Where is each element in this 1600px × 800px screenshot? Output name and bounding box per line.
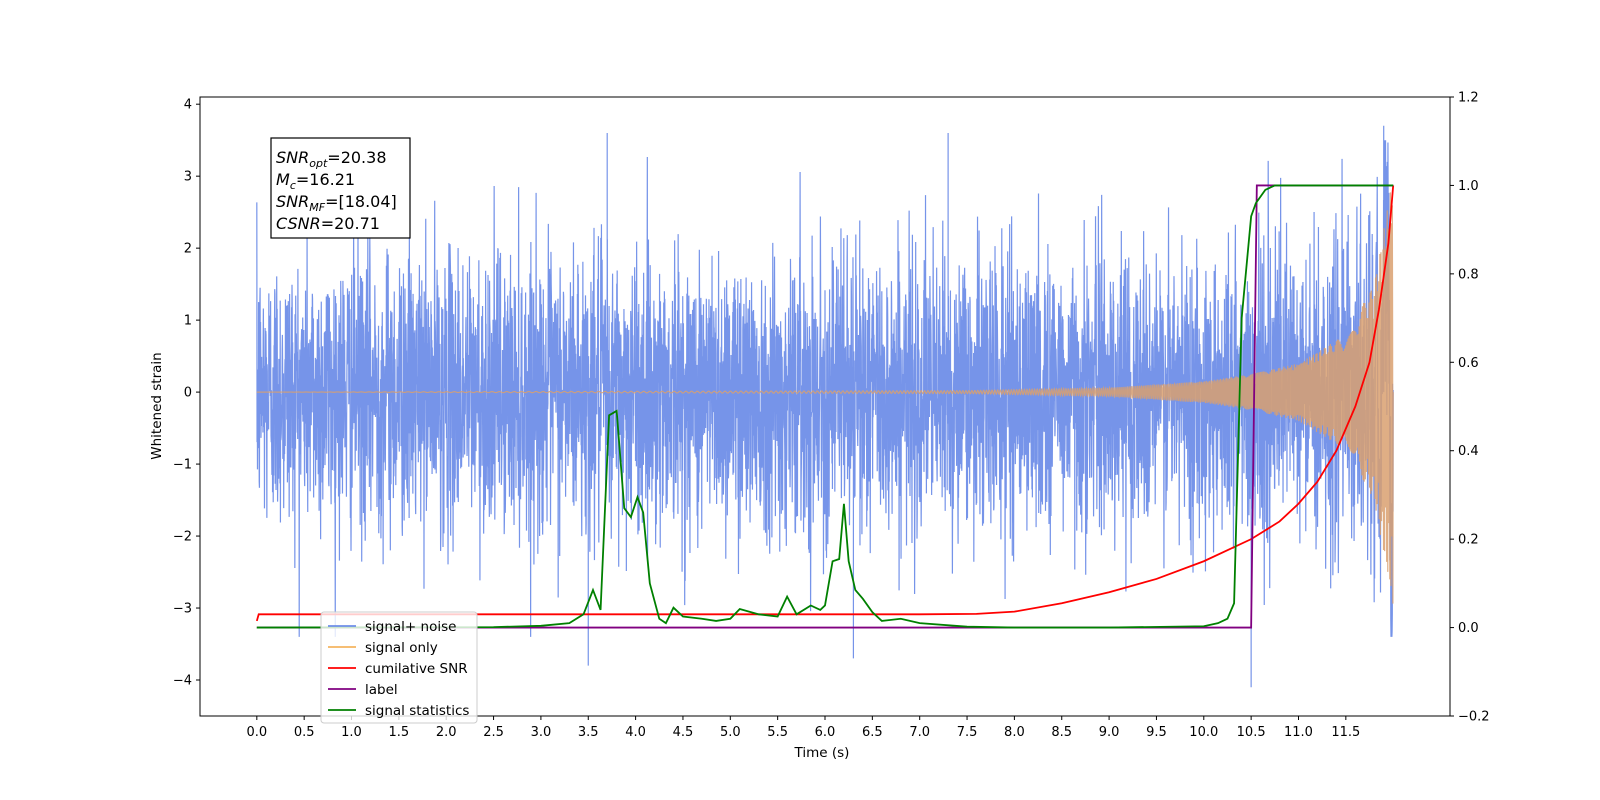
- legend-entry: cumilative SNR: [365, 661, 468, 677]
- y2-tick-label: 1.0: [1458, 179, 1479, 194]
- y-tick-label: 3: [184, 170, 192, 185]
- x-tick-label: 5.0: [720, 725, 741, 740]
- series-signal-only: [256, 192, 1394, 604]
- x-tick-label: 3.5: [578, 725, 599, 740]
- legend-entry: signal statistics: [365, 703, 469, 719]
- annotation-line: SNRMF=[18.04]: [276, 192, 397, 214]
- x-tick-label: 6.5: [862, 725, 883, 740]
- y-axis-label: Whitened strain: [149, 352, 165, 459]
- legend-frame: [320, 611, 478, 724]
- parameter-annotation-box: SNRopt=20.38Mc=16.21SNRMF=[18.04]CSNR=20…: [270, 137, 411, 239]
- y-tick-label: 0: [184, 386, 192, 401]
- y-tick-label: −2: [173, 530, 192, 545]
- y-axis-left: 4 3 2 1 0 −1 −2 −3 −4: [173, 98, 200, 689]
- annotation-frame: [270, 137, 411, 239]
- x-tick-label: 9.0: [1099, 725, 1120, 740]
- y-tick-label: 1: [184, 314, 192, 329]
- x-tick-label: 11.5: [1331, 725, 1360, 740]
- x-tick-label: 1.0: [341, 725, 362, 740]
- x-axis-label: Time (s): [794, 745, 850, 761]
- series-cumulative-snr: [255, 185, 1395, 622]
- legend-entry: label: [365, 682, 398, 698]
- y2-tick-label: 1.2: [1458, 91, 1479, 106]
- y2-tick-label: 0.4: [1458, 444, 1479, 459]
- y-tick-label: 2: [184, 242, 192, 257]
- y-axis-right: 1.2 1.0 0.8 0.6 0.4 0.2 0.0 −0.2: [1450, 91, 1490, 725]
- legend-entry: signal only: [365, 640, 438, 656]
- x-tick-label: 1.5: [389, 725, 410, 740]
- annotation-line: CSNR=20.71: [276, 214, 380, 233]
- y2-tick-label: −0.2: [1458, 710, 1490, 725]
- y2-tick-label: 0.2: [1458, 533, 1479, 548]
- x-tick-label: 10.5: [1237, 725, 1266, 740]
- x-tick-label: 7.5: [957, 725, 978, 740]
- x-tick-label: 4.5: [673, 725, 694, 740]
- y-tick-label: −3: [173, 602, 192, 617]
- x-tick-label: 2.5: [483, 725, 504, 740]
- series-signal-statistics: [256, 184, 1394, 629]
- x-tick-label: 11.0: [1284, 725, 1313, 740]
- x-tick-label: 7.0: [909, 725, 930, 740]
- y2-tick-label: 0.8: [1458, 267, 1479, 282]
- x-tick-label: 0.0: [246, 725, 267, 740]
- x-tick-label: 5.5: [767, 725, 788, 740]
- annotation-line: SNRopt=20.38: [276, 148, 387, 170]
- legend-entry: signal+ noise: [365, 619, 456, 635]
- x-tick-label: 8.5: [1051, 725, 1072, 740]
- y2-tick-label: 0.6: [1458, 356, 1479, 371]
- y2-tick-label: 0.0: [1458, 621, 1479, 636]
- y-tick-label: 4: [184, 98, 192, 113]
- x-tick-label: 3.0: [531, 725, 552, 740]
- x-tick-label: 4.0: [625, 725, 646, 740]
- x-tick-label: 2.0: [436, 725, 457, 740]
- y-tick-label: −1: [173, 458, 192, 473]
- y-tick-label: −4: [173, 674, 192, 689]
- plot-area: [255, 125, 1395, 688]
- x-tick-label: 9.5: [1146, 725, 1167, 740]
- annotation-line: Mc=16.21: [276, 170, 355, 192]
- x-tick-label: 0.5: [294, 725, 315, 740]
- x-axis: 0.0 0.5 1.0 1.5 2.0 2.5 3.0 3.5 4.0 4.5 5.0 5.5 6.0 6…: [246, 716, 1360, 740]
- x-tick-label: 6.0: [815, 725, 836, 740]
- x-tick-label: 10.0: [1189, 725, 1218, 740]
- x-tick-label: 8.0: [1004, 725, 1025, 740]
- legend: signal+ noise signal only cumilative SNR la…: [320, 611, 478, 724]
